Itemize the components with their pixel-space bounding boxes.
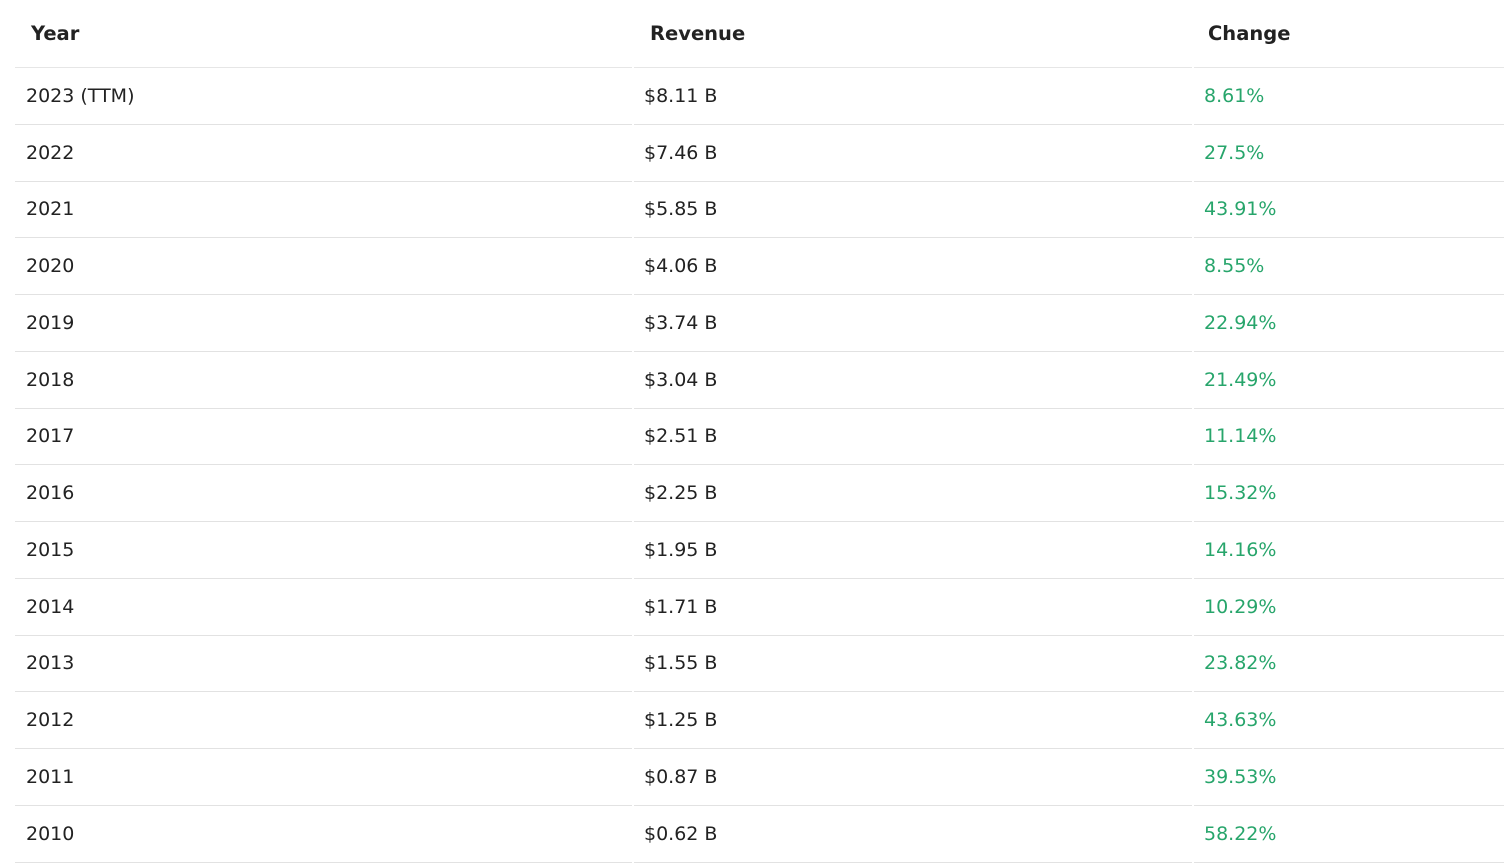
- year-cell: 2016: [15, 465, 632, 522]
- header-change[interactable]: Change: [1194, 0, 1504, 68]
- revenue-cell: $0.62 B: [634, 806, 1192, 863]
- revenue-cell: $2.25 B: [634, 465, 1192, 522]
- revenue-cell: $7.46 B: [634, 125, 1192, 182]
- table-row: 2014 $1.71 B 10.29%: [15, 579, 1504, 636]
- change-cell: 27.5%: [1194, 125, 1504, 182]
- table-row: 2010 $0.62 B 58.22%: [15, 806, 1504, 863]
- table-row: 2021 $5.85 B 43.91%: [15, 182, 1504, 239]
- change-cell: 23.82%: [1194, 636, 1504, 693]
- revenue-cell: $2.51 B: [634, 409, 1192, 466]
- change-cell: 22.94%: [1194, 295, 1504, 352]
- table-row: 2018 $3.04 B 21.49%: [15, 352, 1504, 409]
- revenue-cell: $3.04 B: [634, 352, 1192, 409]
- year-cell: 2021: [15, 182, 632, 239]
- table-row: 2022 $7.46 B 27.5%: [15, 125, 1504, 182]
- table-row: 2012 $1.25 B 43.63%: [15, 692, 1504, 749]
- year-cell: 2017: [15, 409, 632, 466]
- change-cell: 14.16%: [1194, 522, 1504, 579]
- revenue-cell: $1.95 B: [634, 522, 1192, 579]
- revenue-cell: $1.71 B: [634, 579, 1192, 636]
- table-row: 2011 $0.87 B 39.53%: [15, 749, 1504, 806]
- year-cell: 2013: [15, 636, 632, 693]
- revenue-cell: $4.06 B: [634, 238, 1192, 295]
- year-cell: 2018: [15, 352, 632, 409]
- change-cell: 10.29%: [1194, 579, 1504, 636]
- table-row: 2019 $3.74 B 22.94%: [15, 295, 1504, 352]
- year-cell: 2014: [15, 579, 632, 636]
- revenue-cell: $0.87 B: [634, 749, 1192, 806]
- revenue-cell: $1.55 B: [634, 636, 1192, 693]
- change-cell: 15.32%: [1194, 465, 1504, 522]
- year-cell: 2022: [15, 125, 632, 182]
- year-cell: 2010: [15, 806, 632, 863]
- year-cell: 2020: [15, 238, 632, 295]
- table-body: 2023 (TTM) $8.11 B 8.61% 2022 $7.46 B 27.5% 20…: [15, 68, 1504, 863]
- revenue-cell: $5.85 B: [634, 182, 1192, 239]
- change-cell: 39.53%: [1194, 749, 1504, 806]
- year-cell: 2019: [15, 295, 632, 352]
- table-row: 2013 $1.55 B 23.82%: [15, 636, 1504, 693]
- table-row: 2017 $2.51 B 11.14%: [15, 409, 1504, 466]
- table-row: 2023 (TTM) $8.11 B 8.61%: [15, 68, 1504, 125]
- change-cell: 43.63%: [1194, 692, 1504, 749]
- change-cell: 21.49%: [1194, 352, 1504, 409]
- change-cell: 58.22%: [1194, 806, 1504, 863]
- table-row: 2016 $2.25 B 15.32%: [15, 465, 1504, 522]
- table-row: 2020 $4.06 B 8.55%: [15, 238, 1504, 295]
- revenue-cell: $3.74 B: [634, 295, 1192, 352]
- table-row: 2015 $1.95 B 14.16%: [15, 522, 1504, 579]
- header-year[interactable]: Year: [15, 0, 632, 68]
- change-cell: 11.14%: [1194, 409, 1504, 466]
- header-revenue[interactable]: Revenue: [634, 0, 1192, 68]
- year-cell: 2023 (TTM): [15, 68, 632, 125]
- change-cell: 43.91%: [1194, 182, 1504, 239]
- revenue-cell: $1.25 B: [634, 692, 1192, 749]
- change-cell: 8.55%: [1194, 238, 1504, 295]
- year-cell: 2015: [15, 522, 632, 579]
- change-cell: 8.61%: [1194, 68, 1504, 125]
- year-cell: 2011: [15, 749, 632, 806]
- revenue-table: Year Revenue Change 2023 (TTM) $8.11 B 8.6…: [15, 0, 1504, 863]
- year-cell: 2012: [15, 692, 632, 749]
- table-header-row: Year Revenue Change: [15, 0, 1504, 68]
- revenue-cell: $8.11 B: [634, 68, 1192, 125]
